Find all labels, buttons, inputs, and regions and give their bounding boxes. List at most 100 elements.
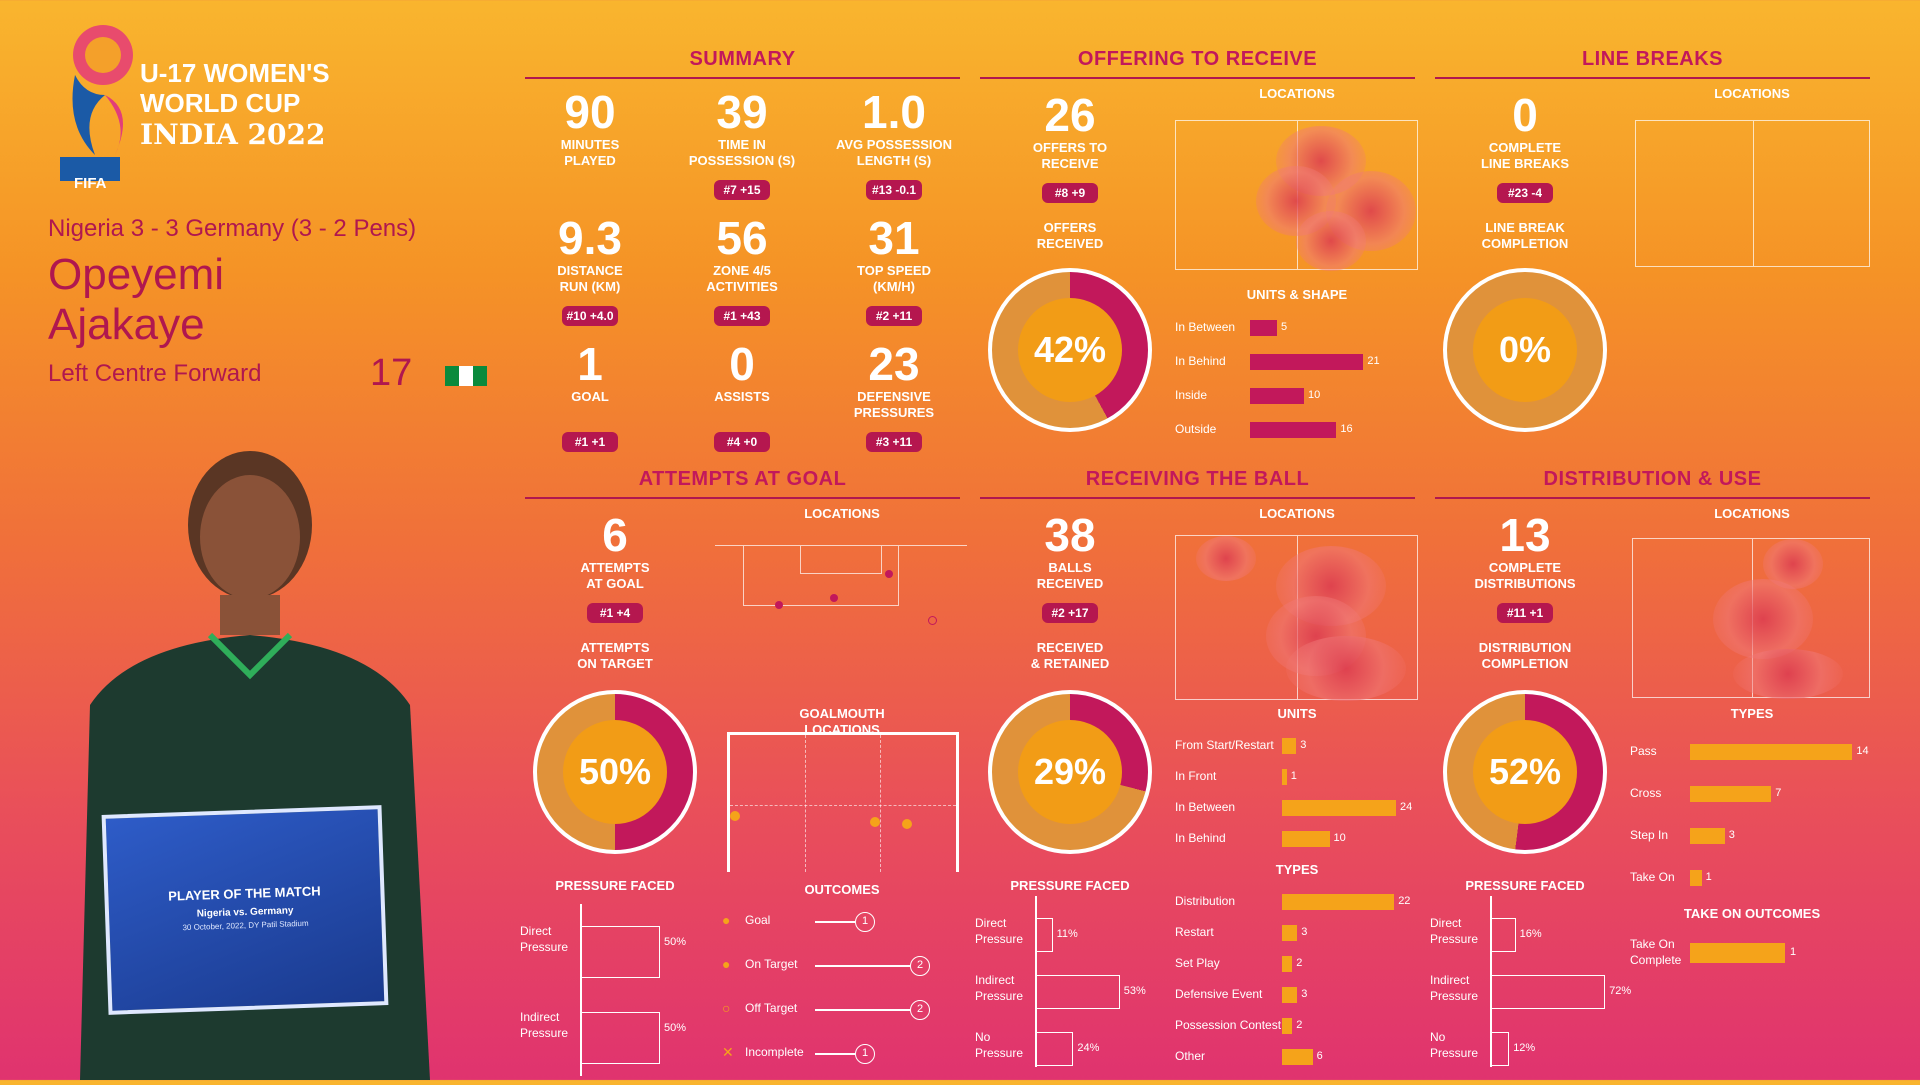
receiving-type-label: Restart: [1175, 925, 1214, 939]
pressure-label: Pressure: [1430, 1046, 1479, 1060]
distribution-value: 13: [1499, 509, 1551, 561]
summary-stat-label: ZONE 4/5: [713, 263, 771, 278]
pressure-label: Direct: [1430, 916, 1462, 930]
offering-sub2: RECEIVED: [1036, 236, 1104, 251]
outcome-label: On Target: [745, 957, 798, 971]
offering-unit-value: 5: [1281, 321, 1288, 333]
pressure-pct: 53%: [1123, 985, 1146, 997]
distribution-label1: COMPLETE: [1488, 560, 1562, 575]
summary-stat-label: MINUTES: [560, 137, 620, 152]
pressure-axis: [1490, 896, 1492, 1067]
attempts-sub1: ATTEMPTS: [580, 640, 650, 655]
linebreaks-locations-label: LOCATIONS: [1714, 86, 1790, 101]
linebreaks-sub1: LINE BREAK: [1485, 220, 1565, 235]
pressure-bar: [1490, 918, 1516, 953]
takeon-bar: [1690, 943, 1785, 963]
takeon-label: Complete: [1630, 953, 1682, 967]
receiving-unit-bar: [1282, 831, 1330, 847]
offering-rank: #8 +9: [1042, 183, 1098, 203]
receiving-sub2: & RETAINED: [1030, 656, 1110, 671]
outcome-label: Goal: [745, 913, 771, 927]
event-title-line2: WORLD CUP: [140, 88, 301, 118]
certificate: PLAYER OF THE MATCH Nigeria vs. Germany …: [101, 805, 389, 1015]
pressure-bar: [580, 1012, 660, 1064]
summary-stat-value: 31: [868, 212, 920, 264]
summary-stat-rank: #1 +1: [562, 432, 618, 452]
receiving-unit-label: In Front: [1175, 769, 1217, 783]
distribution-sub2: COMPLETION: [1481, 656, 1569, 671]
pressure-label: Indirect: [520, 1010, 560, 1024]
offering-unit-label: In Between: [1175, 320, 1236, 334]
summary-stat-label: (KM/H): [873, 279, 915, 294]
receiving-rank: #2 +17: [1042, 603, 1098, 623]
receiving-title: RECEIVING THE BALL: [1085, 468, 1310, 490]
pressure-label: Pressure: [1430, 989, 1479, 1003]
receiving-value: 38: [1044, 509, 1096, 561]
summary-stat-rank: #13 -0.1: [866, 180, 922, 200]
offering-unit-value: 21: [1367, 355, 1380, 367]
offering-label2: RECEIVE: [1041, 156, 1099, 171]
offering-unit-label: Inside: [1175, 388, 1208, 402]
attempts-label2: AT GOAL: [586, 576, 644, 591]
receiving-type-value: 6: [1316, 1050, 1323, 1062]
summary-stat-label: GOAL: [571, 389, 609, 404]
outcome-line: [815, 1009, 910, 1011]
outcome-line: [815, 1053, 855, 1055]
distribution-title: DISTRIBUTION & USE: [1543, 468, 1762, 490]
offering-locations-label: LOCATIONS: [1259, 86, 1335, 101]
attempts-pressure-title: PRESSURE FACED: [555, 878, 675, 893]
summary-stat-label: RUN (KM): [559, 279, 621, 294]
linebreaks-label2: LINE BREAKS: [1480, 156, 1570, 171]
outcome-count: 2: [910, 956, 930, 976]
summary-stat-label: ACTIVITIES: [706, 279, 778, 294]
pressure-label: Pressure: [1430, 932, 1479, 946]
receiving-type-label: Set Play: [1175, 956, 1220, 970]
summary-stat-value: 23: [868, 338, 920, 390]
player-position: Left Centre Forward: [48, 360, 262, 387]
summary-stat-value: 56: [716, 212, 768, 264]
pressure-pct: 50%: [664, 1022, 687, 1034]
player-number: 17: [370, 352, 413, 394]
summary-stat-label: TIME IN: [718, 137, 766, 152]
receiving-unit-value: 24: [1400, 801, 1413, 813]
attempts-location-pitch: [715, 545, 967, 635]
outcome-count: 1: [855, 1044, 875, 1064]
receiving-type-bar: [1282, 1049, 1313, 1065]
receiving-unit-label: In Behind: [1175, 831, 1226, 845]
receiving-pressure-title: PRESSURE FACED: [1010, 878, 1130, 893]
takeon-title: TAKE ON OUTCOMES: [1683, 906, 1821, 921]
distribution-divider: [1435, 497, 1870, 499]
attempts-title: ATTEMPTS AT GOAL: [638, 468, 847, 490]
pressure-bar: [1035, 975, 1120, 1010]
outcome-line: [815, 921, 855, 923]
goalmouth-marker: [902, 819, 912, 829]
takeon-value: 1: [1790, 946, 1797, 958]
summary-stat-rank: #10 +4.0: [562, 306, 618, 326]
distribution-donut: 52%: [1443, 690, 1607, 854]
pressure-label: Pressure: [520, 1026, 569, 1040]
offering-unit-value: 16: [1340, 423, 1353, 435]
distribution-rank: #11 +1: [1497, 603, 1553, 623]
summary-stat-value: 1: [577, 338, 603, 390]
receiving-unit-value: 3: [1300, 739, 1307, 751]
receiving-types-title: TYPES: [1275, 862, 1319, 877]
pressure-bar: [1035, 918, 1053, 953]
pressure-bar: [1490, 1032, 1510, 1067]
summary-stat-rank: #1 +43: [714, 306, 770, 326]
offering-unit-label: In Behind: [1175, 354, 1226, 368]
attempts-pct: 50%: [563, 720, 667, 824]
distribution-type-value: 1: [1705, 871, 1712, 883]
pressure-label: Pressure: [975, 932, 1024, 946]
pressure-pct: 12%: [1513, 1042, 1536, 1054]
outcome-label: Off Target: [745, 1001, 798, 1015]
receiving-unit-bar: [1282, 800, 1396, 816]
receiving-type-bar: [1282, 1018, 1293, 1034]
receiving-type-value: 2: [1296, 1019, 1303, 1031]
summary-title: SUMMARY: [689, 48, 796, 70]
offering-unit-bar: [1250, 320, 1277, 336]
offering-unit-label: Outside: [1175, 422, 1217, 436]
offering-label1: OFFERS TO: [1032, 140, 1108, 155]
distribution-type-label: Step In: [1630, 828, 1669, 842]
offering-unit-bar: [1250, 388, 1304, 404]
receiving-unit-label: In Between: [1175, 800, 1236, 814]
